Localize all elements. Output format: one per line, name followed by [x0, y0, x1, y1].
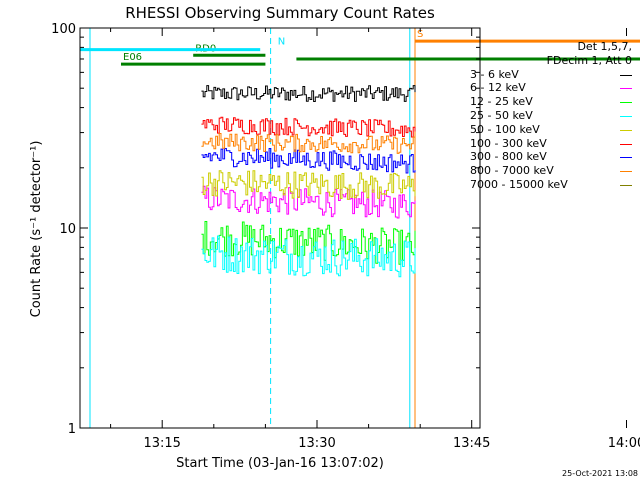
x-tick-label: 13:30: [298, 436, 335, 451]
legend-header-detectors: Det 1,5,7,: [577, 40, 632, 53]
series-7: [201, 133, 416, 154]
series-6-trace-0: [201, 148, 416, 174]
series-7-trace-0: [201, 133, 416, 154]
chart-title: RHESSI Observing Summary Count Rates: [125, 4, 435, 22]
y-axis-label: Count Rate (s⁻¹ detector⁻¹): [29, 141, 44, 318]
legend-swatch: [620, 88, 632, 90]
legend-swatch: [620, 171, 632, 173]
legend-swatch: [620, 129, 632, 131]
legend-entry: 300 - 800 keV: [470, 150, 632, 164]
y-tick-label: 100: [51, 22, 76, 37]
legend-entry: 100 - 300 keV: [470, 137, 632, 151]
legend-entry: 800 - 7000 keV: [470, 164, 632, 178]
legend-entry: 50 - 100 keV: [470, 123, 632, 137]
timestamp: 25-Oct-2021 13:08: [562, 469, 638, 478]
series-5: [201, 116, 416, 138]
flag-label-e06: E06: [123, 52, 142, 63]
legend-label: 25 - 50 keV: [470, 108, 533, 122]
legend-label: 7000 - 15000 keV: [470, 177, 568, 191]
legend-label: 3 - 6 keV: [470, 67, 519, 81]
legend-label: 300 - 800 keV: [470, 150, 547, 164]
legend-entry: 3 - 6 keV: [470, 68, 632, 82]
series-4-trace-0: [201, 170, 416, 200]
y-tick-label: 10: [59, 222, 76, 237]
series-3: [201, 235, 416, 278]
series-4: [201, 170, 416, 200]
flag-label-n: N: [278, 37, 285, 48]
legend-swatch: [620, 184, 632, 186]
series-6: [201, 148, 416, 174]
legend-label: 100 - 300 keV: [470, 136, 547, 150]
x-tick-label: 13:45: [453, 436, 490, 451]
legend-swatch: [620, 157, 632, 159]
y-tick-label: 1: [68, 422, 76, 437]
legend-entry: 12 - 25 keV: [470, 95, 632, 109]
legend-label: 50 - 100 keV: [470, 122, 540, 136]
legend-entry: 25 - 50 keV: [470, 109, 632, 123]
series-0: [201, 85, 416, 102]
legend-header-decimation: FDecim 1, Att 0: [546, 53, 632, 67]
legend: Det 1,5,7, FDecim 1, Att 0 3 - 6 keV 6 - …: [470, 40, 632, 192]
legend-entry: 7000 - 15000 keV: [470, 178, 632, 192]
series-3-trace-0: [201, 235, 416, 278]
x-axis-label: Start Time (03-Jan-16 13:07:02): [176, 456, 384, 471]
legend-entry: 6 - 12 keV: [470, 81, 632, 95]
legend-swatch: [620, 102, 632, 104]
flag-label-s: S: [417, 29, 423, 40]
series-5-trace-0: [201, 116, 416, 138]
legend-label: 12 - 25 keV: [470, 95, 533, 109]
series-0-trace-0: [201, 85, 416, 102]
x-tick-label: 14:00: [608, 436, 640, 451]
x-tick-label: 13:15: [143, 436, 180, 451]
legend-swatch: [620, 115, 632, 117]
legend-swatch: [620, 143, 632, 145]
legend-swatch: [620, 74, 632, 76]
legend-label: 800 - 7000 keV: [470, 164, 554, 178]
legend-label: 6 - 12 keV: [470, 81, 526, 95]
